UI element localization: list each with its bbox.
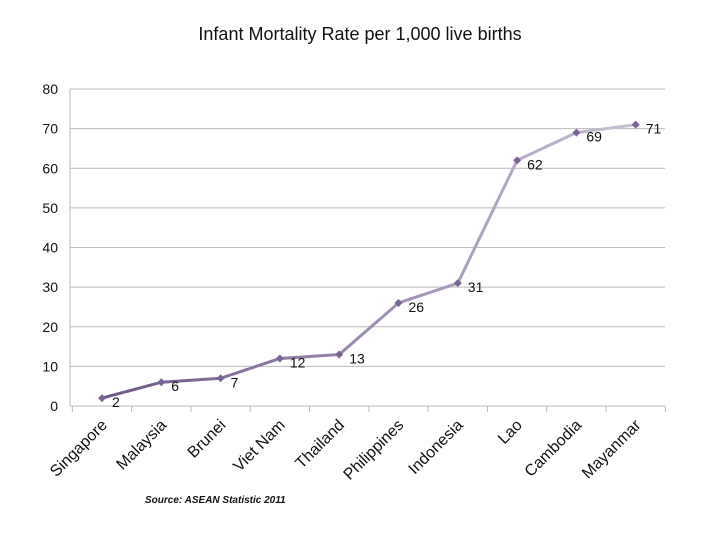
data-label: 12 — [290, 354, 306, 370]
x-tick-label: Cambodia — [522, 417, 586, 481]
x-tick-label: Lao — [495, 417, 526, 448]
data-point — [335, 350, 344, 359]
data-label: 7 — [231, 374, 239, 390]
x-tick-label: Viet Nam — [230, 417, 288, 475]
y-tick-label: 50 — [42, 200, 58, 216]
y-tick-label: 60 — [42, 160, 58, 176]
x-tick-label: Thailand — [293, 417, 348, 472]
y-tick-label: 80 — [42, 81, 58, 97]
data-point — [513, 156, 522, 165]
x-tick-label: Philippines — [341, 417, 408, 484]
y-tick-label: 10 — [42, 358, 58, 374]
data-label: 69 — [586, 129, 602, 145]
data-point — [631, 120, 640, 129]
data-point — [453, 279, 462, 288]
y-tick-label: 70 — [42, 121, 58, 137]
y-axis-ticks: 0 10 20 30 40 50 60 70 80 — [42, 81, 58, 414]
data-label: 2 — [112, 394, 120, 410]
x-axis-ticks: Singapore Malaysia Brunei Viet Nam ThailandP… — [47, 406, 666, 484]
y-tick-label: 30 — [42, 279, 58, 295]
data-point — [275, 354, 284, 363]
y-tick-label: 40 — [42, 240, 58, 256]
x-tick-label: Malaysia — [113, 417, 170, 474]
x-tick-label: Brunei — [185, 417, 230, 462]
source-note: Source: ASEAN Statistic 2011 — [145, 495, 286, 506]
chart-title: Infant Mortality Rate per 1,000 live bir… — [198, 24, 521, 44]
data-label: 71 — [646, 121, 662, 137]
x-tick-label: Mayanmar — [579, 416, 645, 482]
data-point — [572, 128, 581, 137]
y-tick-label: 20 — [42, 319, 58, 335]
data-label: 31 — [468, 279, 484, 295]
data-label: 26 — [409, 299, 425, 315]
series-line — [100, 123, 638, 400]
data-point — [157, 378, 166, 387]
data-label: 6 — [171, 378, 179, 394]
series — [98, 120, 640, 403]
y-tick-label: 0 — [50, 398, 58, 414]
data-point — [216, 374, 225, 383]
data-point — [394, 298, 403, 307]
data-label: 13 — [349, 350, 365, 366]
x-tick-label: Singapore — [47, 417, 111, 481]
x-tick-label: Indonesia — [406, 417, 467, 478]
data-label: 62 — [527, 156, 543, 172]
data-point — [98, 394, 106, 403]
gridlines — [69, 88, 665, 407]
